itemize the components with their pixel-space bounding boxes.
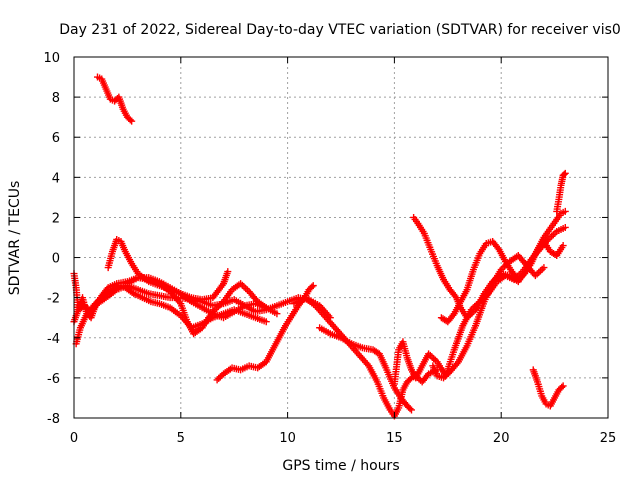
- series-arc-13: [429, 252, 548, 382]
- data-point: [406, 375, 414, 383]
- data-layer: [70, 73, 569, 420]
- y-tick-label: 0: [52, 252, 60, 267]
- data-point: [407, 406, 415, 414]
- data-point: [538, 265, 546, 273]
- data-point: [309, 282, 317, 290]
- y-tick-label: 4: [52, 171, 60, 186]
- y-tick-label: -2: [47, 292, 60, 307]
- data-point: [494, 244, 502, 252]
- data-point: [559, 242, 567, 250]
- y-tick-label: -4: [47, 332, 60, 347]
- y-tick-label: -8: [47, 412, 60, 427]
- plot-frame: [73, 56, 609, 419]
- y-tick-label: -6: [47, 372, 60, 387]
- tick-layer: 0 5 10 15 20 25 -8 -6 -4 -2 0 2 4 6 8 10: [43, 51, 616, 446]
- y-tick-label: 10: [43, 51, 60, 66]
- x-tick-label: 15: [386, 431, 403, 446]
- x-axis-label: GPS time / hours: [282, 458, 399, 474]
- data-point: [224, 268, 232, 276]
- y-tick-label: 8: [52, 91, 60, 106]
- data-point: [519, 271, 527, 279]
- data-point: [428, 353, 436, 361]
- data-point: [561, 169, 569, 177]
- x-tick-label: 5: [177, 431, 185, 446]
- x-tick-label: 10: [279, 431, 296, 446]
- data-point: [561, 223, 569, 231]
- data-point: [308, 283, 316, 291]
- data-point: [242, 284, 250, 292]
- data-point: [273, 310, 281, 318]
- grid-layer: [74, 57, 608, 418]
- data-point: [262, 318, 270, 326]
- data-point: [559, 382, 567, 390]
- data-point: [238, 281, 246, 289]
- series-arc-15: [553, 169, 569, 215]
- y-axis-label: SDTVAR / TECUs: [7, 181, 23, 296]
- data-point: [549, 231, 557, 239]
- data-point: [451, 292, 459, 300]
- x-tick-label: 20: [493, 431, 510, 446]
- series-arc-7: [213, 282, 317, 384]
- data-point: [558, 383, 566, 391]
- data-point: [537, 267, 545, 275]
- chart-title: Day 231 of 2022, Sidereal Day-to-day VTE…: [59, 22, 621, 38]
- data-point: [406, 405, 414, 413]
- data-point: [561, 207, 569, 215]
- series-arc-9: [290, 294, 441, 420]
- data-point: [535, 268, 543, 276]
- data-point: [126, 116, 134, 124]
- series-arc-11: [410, 207, 569, 322]
- data-point: [560, 170, 568, 178]
- series-arc-1: [93, 73, 136, 125]
- data-point: [430, 355, 438, 363]
- series-arc-6: [123, 274, 281, 338]
- data-point: [540, 264, 548, 272]
- x-tick-label: 25: [600, 431, 617, 446]
- data-point: [449, 311, 457, 319]
- y-tick-label: 6: [52, 131, 60, 146]
- y-tick-label: 2: [52, 211, 60, 226]
- series-arc-14: [529, 366, 567, 410]
- x-tick-label: 0: [70, 431, 78, 446]
- series-arc-12: [437, 238, 567, 326]
- data-point: [128, 117, 136, 125]
